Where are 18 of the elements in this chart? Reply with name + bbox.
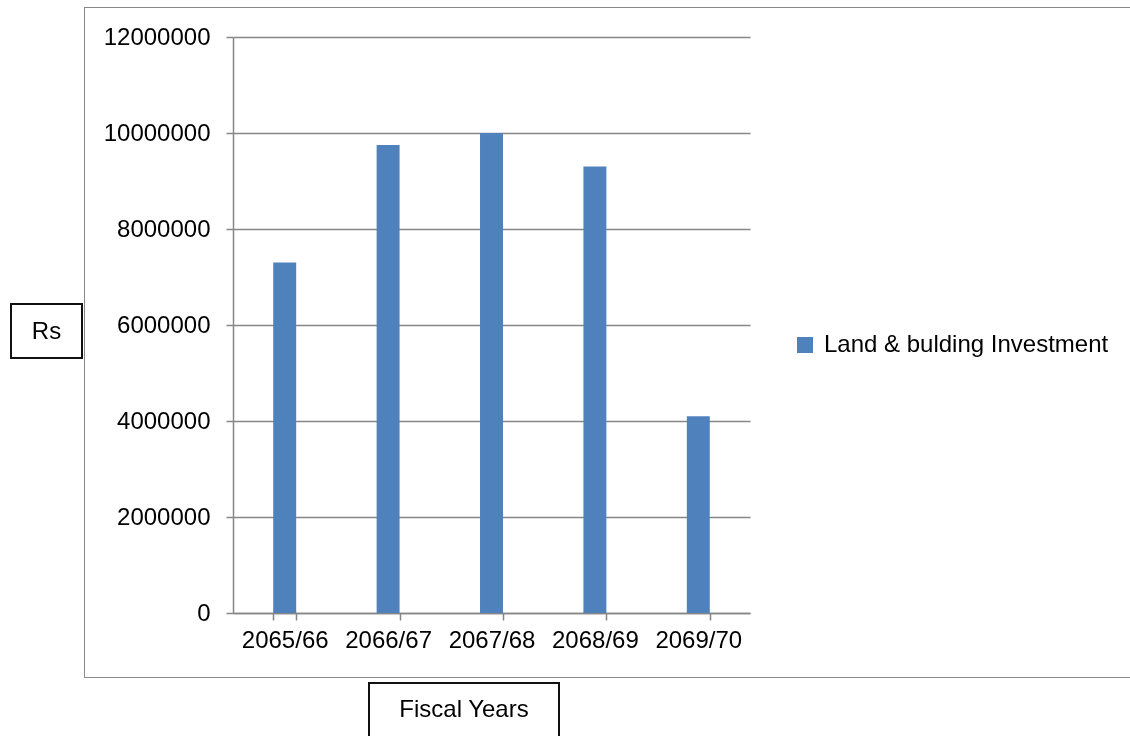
bar xyxy=(583,166,607,613)
bar xyxy=(480,133,503,613)
y-tick-label: 6000000 xyxy=(117,310,211,338)
x-tick-label: 2069/70 xyxy=(655,625,743,653)
y-tick-label: 12000000 xyxy=(103,22,211,50)
y-tick-label: 0 xyxy=(197,598,211,626)
bar xyxy=(376,145,400,613)
bar xyxy=(686,416,710,613)
y-tick-label: 8000000 xyxy=(117,214,211,242)
x-tick-label: 2067/68 xyxy=(448,625,536,653)
y-tick-label: 2000000 xyxy=(117,502,211,530)
x-tick-label: 2065/66 xyxy=(241,625,329,653)
x-tick-label: 2068/69 xyxy=(552,625,639,653)
x-tick-label: 2066/67 xyxy=(345,625,432,653)
bar xyxy=(273,262,297,613)
y-tick-label: 10000000 xyxy=(103,118,211,146)
y-tick-label: 4000000 xyxy=(117,406,211,434)
legend-label: Land & bulding Investment xyxy=(824,330,1109,357)
